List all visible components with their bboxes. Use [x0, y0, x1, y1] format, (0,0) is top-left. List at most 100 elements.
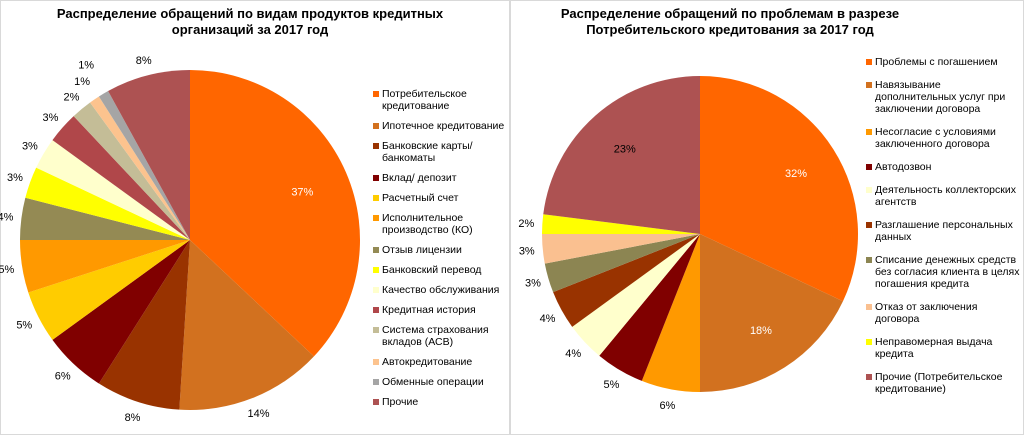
legend-swatch: [373, 379, 379, 385]
pie-slice: [20, 240, 190, 293]
legend-swatch: [373, 123, 379, 129]
legend-item: Кредитная история: [373, 304, 505, 316]
data-label: 5%: [603, 379, 619, 391]
legend-label: Вклад/ депозит: [382, 172, 457, 184]
legend-swatch: [866, 82, 872, 88]
legend-label: Расчетный счет: [382, 192, 459, 204]
legend-label: Прочие: [382, 396, 419, 408]
legend-label: Потребительское кредитование: [382, 88, 467, 112]
data-label: 1%: [78, 59, 94, 71]
legend-item: Потребительское кредитование: [373, 88, 505, 112]
pie-slice: [98, 91, 190, 240]
legend-item: Навязывание дополнительных услуг при зак…: [866, 79, 1020, 115]
legend-swatch: [866, 374, 872, 380]
legend-swatch: [373, 143, 379, 149]
legend-swatch: [373, 175, 379, 181]
legend-item: Качество обслуживания: [373, 284, 505, 296]
data-label: 2%: [518, 218, 534, 230]
legend-label: Отзыв лицензии: [382, 244, 462, 256]
legend-label: Система страхования вкладов (АСВ): [382, 324, 489, 348]
data-label: 1%: [74, 76, 90, 88]
legend-item: Ипотечное кредитование: [373, 120, 505, 132]
chart-title-products: Распределение обращений по видам продукт…: [56, 6, 444, 37]
data-label: 18%: [750, 325, 772, 337]
data-label: 4%: [565, 348, 581, 360]
legend-swatch: [373, 327, 379, 333]
legend-swatch: [373, 307, 379, 313]
legend-label: Разглашение персональных данных: [875, 219, 1013, 243]
data-label: 3%: [525, 278, 541, 290]
legend-label: Неправомерная выдача кредита: [875, 336, 993, 360]
legend-item: Неправомерная выдача кредита: [866, 336, 1020, 360]
legend-label: Несогласие с условиями заключенного дого…: [875, 126, 996, 150]
legend-label: Автодозвон: [875, 161, 932, 173]
legend-label: Прочие (Потребительское кредитование): [875, 371, 1003, 395]
legend-label: Проблемы с погашением: [875, 56, 998, 68]
legend-problems: Проблемы с погашением Навязывание дополни…: [866, 56, 1020, 406]
legend-item: Банковские карты/банкоматы: [373, 140, 505, 164]
data-label: 5%: [16, 319, 32, 331]
legend-item: Разглашение персональных данных: [866, 219, 1020, 243]
pie-slice: [179, 240, 314, 410]
legend-swatch: [373, 247, 379, 253]
legend-item: Деятельность коллекторских агентств: [866, 184, 1020, 208]
data-label: 6%: [659, 400, 675, 412]
pie-slice: [108, 70, 190, 240]
legend-item: Обменные операции: [373, 376, 505, 388]
legend-label: Автокредитование: [382, 356, 473, 368]
data-label: 23%: [614, 144, 636, 156]
legend-item: Списание денежных средств без согласия к…: [866, 254, 1020, 290]
legend-item: Проблемы с погашением: [866, 56, 1020, 68]
legend-swatch: [866, 257, 872, 263]
legend-item: Отзыв лицензии: [373, 244, 505, 256]
legend-label: Кредитная история: [382, 304, 476, 316]
pie-slice: [20, 197, 190, 240]
pie-slice: [190, 70, 360, 357]
legend-label: Исполнительное производство (КО): [382, 212, 473, 236]
legend-label: Деятельность коллекторских агентств: [875, 184, 1016, 208]
legend-swatch: [373, 287, 379, 293]
legend-label: Ипотечное кредитование: [382, 120, 505, 132]
pie-slice: [542, 234, 700, 264]
data-label: 6%: [55, 371, 71, 383]
pie-slice: [542, 214, 700, 234]
legend-item: Автодозвон: [866, 161, 1020, 173]
pie-slice: [599, 234, 700, 381]
legend-label: Банковский перевод: [382, 264, 482, 276]
data-label: 32%: [785, 168, 807, 180]
legend-label: Списание денежных средств без согласия к…: [875, 254, 1020, 290]
legend-swatch: [373, 91, 379, 97]
legend-swatch: [866, 222, 872, 228]
data-label: 8%: [125, 412, 141, 424]
legend-item: Расчетный счет: [373, 192, 505, 204]
pie-slice: [52, 240, 191, 384]
data-label: 4%: [540, 313, 556, 325]
legend-item: Банковский перевод: [373, 264, 505, 276]
data-label: 5%: [0, 264, 14, 276]
legend-swatch: [866, 339, 872, 345]
legend-label: Обменные операции: [382, 376, 484, 388]
pie-slice: [36, 140, 191, 240]
legend-products: Потребительское кредитование Ипотечное кр…: [373, 88, 505, 416]
pie-slice: [25, 167, 190, 240]
data-label: 37%: [291, 186, 313, 198]
legend-swatch: [373, 215, 379, 221]
legend-item: Автокредитование: [373, 356, 505, 368]
legend-label: Банковские карты/банкоматы: [382, 140, 473, 164]
pie-slice: [543, 76, 700, 234]
pie-slice: [73, 102, 190, 241]
legend-swatch: [373, 195, 379, 201]
pie-slice: [700, 234, 843, 392]
legend-item: Исполнительное производство (КО): [373, 212, 505, 236]
chart-title-problems: Распределение обращений по проблемам в р…: [560, 6, 900, 37]
data-label: 2%: [63, 92, 79, 104]
pie-slice: [553, 234, 700, 327]
legend-item: Прочие (Потребительское кредитование): [866, 371, 1020, 395]
legend-swatch: [866, 164, 872, 170]
pie-slice: [544, 234, 700, 293]
data-label: 3%: [22, 140, 38, 152]
legend-swatch: [373, 267, 379, 273]
pie-slice: [641, 234, 700, 392]
data-label: 3%: [7, 172, 23, 184]
